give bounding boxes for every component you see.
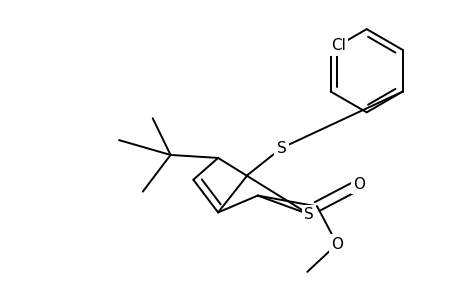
Text: O: O <box>330 237 342 252</box>
Text: O: O <box>352 177 364 192</box>
Text: S: S <box>304 207 313 222</box>
Text: S: S <box>276 140 286 155</box>
Text: Cl: Cl <box>330 38 345 53</box>
